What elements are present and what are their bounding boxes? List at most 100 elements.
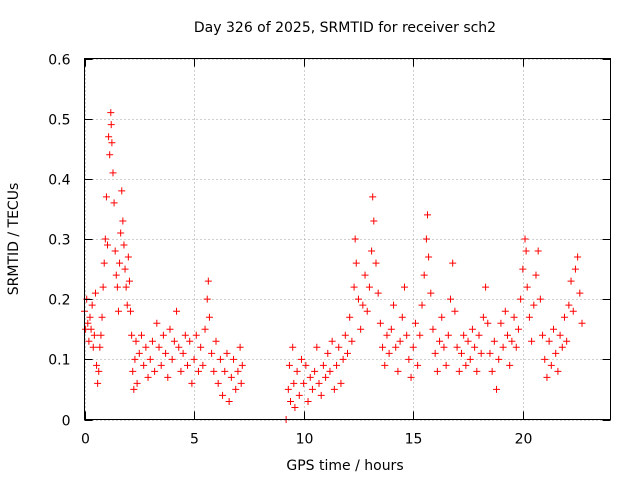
- x-tick-label: 0: [81, 432, 90, 448]
- data-point: [514, 325, 522, 333]
- data-point: [85, 337, 93, 345]
- data-point: [121, 265, 129, 273]
- x-tick-label: 15: [405, 432, 423, 448]
- data-point: [168, 355, 176, 363]
- data-point: [376, 319, 384, 327]
- data-point: [423, 211, 431, 219]
- data-point: [232, 385, 240, 393]
- data-point: [133, 379, 141, 387]
- data-point: [550, 325, 558, 333]
- data-point: [129, 367, 137, 375]
- data-point: [87, 325, 95, 333]
- data-point: [157, 361, 165, 369]
- data-point: [311, 367, 319, 375]
- data-point: [117, 229, 125, 237]
- data-point: [431, 349, 439, 357]
- data-point: [409, 343, 417, 351]
- data-point: [541, 355, 549, 363]
- data-point: [453, 343, 461, 351]
- data-point: [127, 307, 135, 315]
- data-point: [365, 283, 373, 291]
- data-point: [199, 361, 207, 369]
- data-point: [192, 331, 200, 339]
- data-point: [111, 247, 119, 255]
- data-point: [576, 289, 584, 297]
- data-point: [333, 361, 341, 369]
- data-point: [563, 337, 571, 345]
- data-point: [289, 343, 297, 351]
- data-point: [479, 313, 487, 321]
- data-point: [144, 373, 152, 381]
- data-point: [525, 313, 533, 321]
- y-tick-label: 0.5: [48, 113, 70, 129]
- data-point: [368, 247, 376, 255]
- data-point: [205, 313, 213, 321]
- data-point: [495, 355, 503, 363]
- data-point: [440, 343, 448, 351]
- data-point: [536, 295, 544, 303]
- data-point: [438, 313, 446, 321]
- data-point: [512, 343, 520, 351]
- data-point: [447, 295, 455, 303]
- data-point: [348, 337, 356, 345]
- data-point: [354, 295, 362, 303]
- data-point: [137, 331, 145, 339]
- data-point: [416, 331, 424, 339]
- data-point: [90, 331, 98, 339]
- data-point: [324, 349, 332, 357]
- data-point: [105, 133, 113, 141]
- data-point: [99, 283, 107, 291]
- data-point: [208, 349, 216, 357]
- data-point: [227, 373, 235, 381]
- data-point: [107, 121, 115, 129]
- data-point: [556, 331, 564, 339]
- data-point: [179, 349, 187, 357]
- data-point: [142, 343, 150, 351]
- data-point: [124, 253, 132, 261]
- data-point: [414, 361, 422, 369]
- data-point: [370, 217, 378, 225]
- data-point: [501, 307, 509, 315]
- data-point: [89, 343, 97, 351]
- grid-lines: [84, 58, 611, 421]
- data-point: [444, 331, 452, 339]
- data-point: [162, 349, 170, 357]
- data-point: [194, 367, 202, 375]
- data-point: [319, 361, 327, 369]
- data-point: [146, 355, 154, 363]
- y-tick-labels: 0 0.1 0.2 0.3 0.4 0.5 0.6: [48, 53, 70, 430]
- data-point: [392, 343, 400, 351]
- data-point: [106, 151, 114, 159]
- data-point: [455, 367, 463, 375]
- data-point: [322, 373, 330, 381]
- data-point: [122, 283, 130, 291]
- x-tick-label: 10: [296, 432, 314, 448]
- data-point: [330, 385, 338, 393]
- y-tick-label: 0.4: [48, 173, 70, 189]
- data-point: [383, 331, 391, 339]
- data-point: [291, 403, 299, 411]
- data-point: [473, 367, 481, 375]
- data-point: [567, 277, 575, 285]
- data-point: [490, 337, 498, 345]
- data-point: [135, 349, 143, 357]
- data-point: [471, 343, 479, 351]
- data-point: [344, 349, 351, 357]
- data-point: [425, 253, 433, 261]
- data-point: [569, 307, 577, 315]
- data-point: [170, 337, 178, 345]
- data-point: [385, 349, 393, 357]
- data-point: [517, 295, 525, 303]
- data-point: [510, 313, 518, 321]
- x-tick-labels: 0 5 10 15 20: [81, 432, 532, 448]
- data-point: [101, 235, 109, 243]
- data-point: [339, 355, 347, 363]
- data-point: [460, 331, 468, 339]
- data-point: [352, 259, 360, 267]
- data-point: [166, 325, 174, 333]
- y-axis-label: SRMTID / TECUs: [6, 183, 22, 296]
- data-point: [297, 355, 305, 363]
- data-point: [574, 253, 582, 261]
- data-point: [175, 343, 183, 351]
